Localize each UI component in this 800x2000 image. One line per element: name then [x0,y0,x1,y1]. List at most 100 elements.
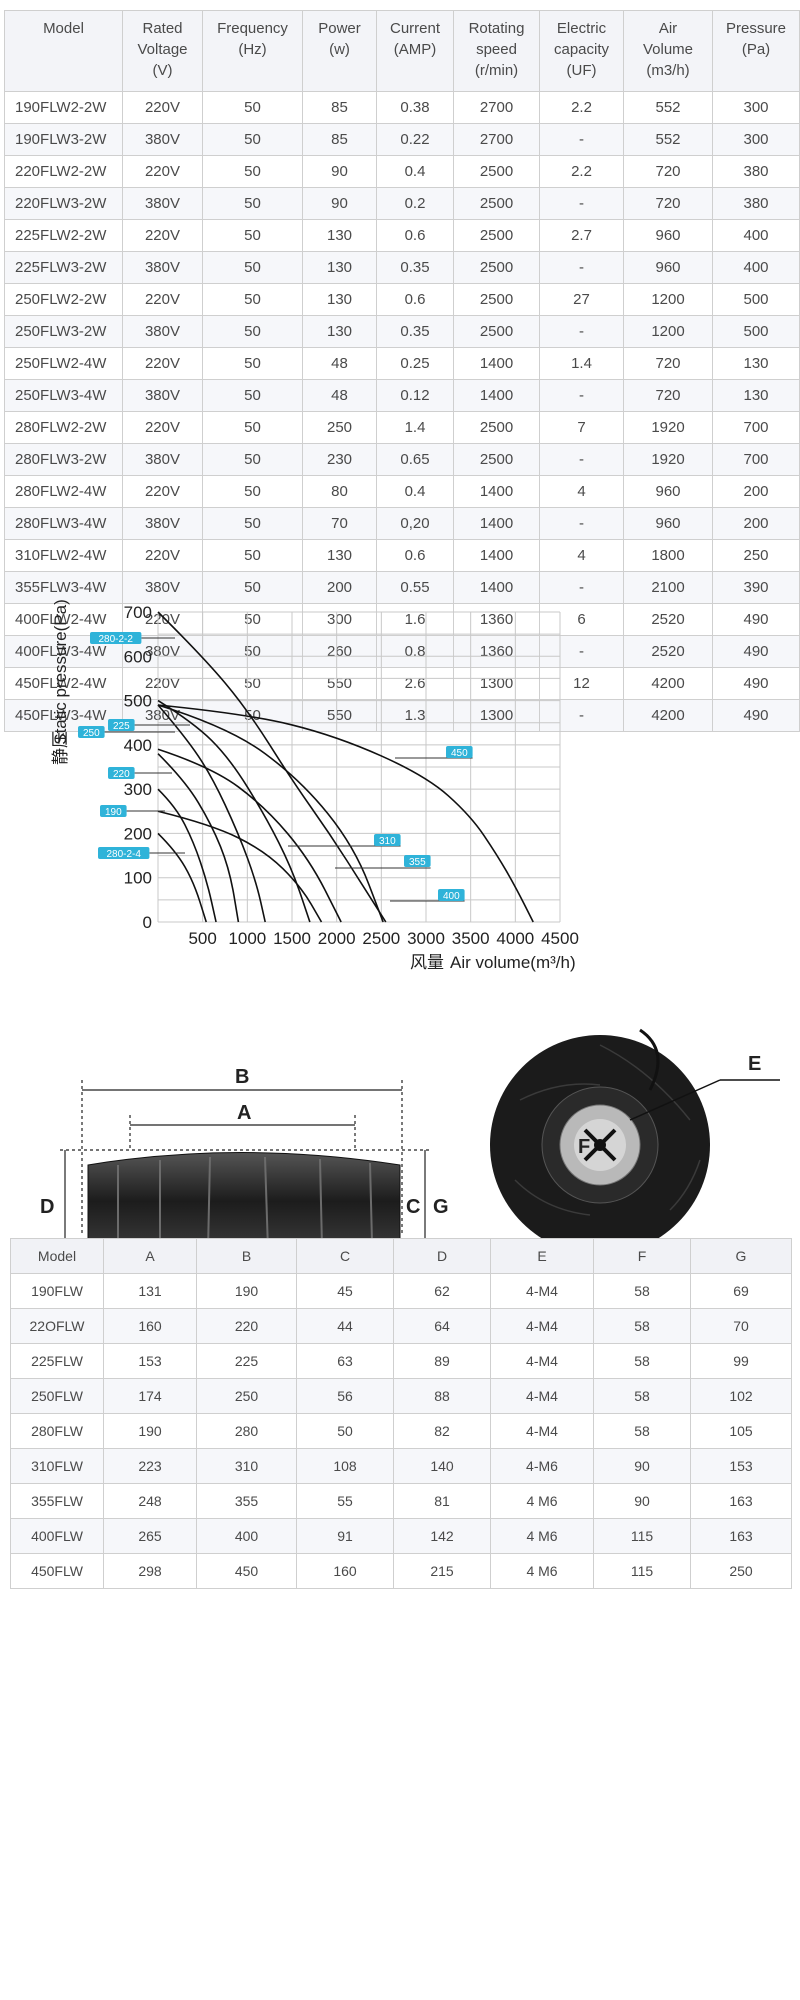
table-cell: 0.4 [376,155,454,188]
table-cell: 58 [593,1308,691,1344]
table-cell: 190FLW3-2W [4,123,123,156]
table-cell: 220V [122,283,203,316]
table-cell: 220V [122,155,203,188]
table-cell: 0.4 [376,475,454,508]
table-cell: 280FLW3-2W [4,443,123,476]
table-cell: 4200 [623,699,713,732]
dim-table-header-cell: E [490,1238,594,1274]
series-label-450: 450 [451,748,468,759]
dim-label-d: D [40,1196,54,1218]
curve-310 [157,810,323,923]
series-label-220: 220 [113,769,130,780]
table-cell: 0.55 [376,571,454,604]
table-cell: 48 [302,347,377,380]
x-tick-label: 3000 [407,929,445,948]
table-cell: - [539,635,624,668]
table-cell: 1800 [623,539,713,572]
table-cell: 50 [202,539,303,572]
curve-355 [157,748,342,923]
table-row: 250FLW2-2W 220V 50 130 0.6 2500 27 1200 500 [4,283,800,316]
table-cell: 490 [712,699,800,732]
table-cell: 1400 [453,475,540,508]
dim-label-a: A [237,1102,251,1124]
table-cell: 27 [539,283,624,316]
table-cell: 720 [623,347,713,380]
dim-table-header-cell: F [593,1238,691,1274]
table-cell: - [539,123,624,156]
table-cell: 45 [296,1273,394,1309]
y-tick-label: 0 [143,913,152,932]
table-cell: - [539,571,624,604]
callout-badge-310 [374,834,401,846]
header-line: (r/min) [474,62,519,79]
dim-label-b: B [235,1066,249,1088]
table-cell: 22OFLW [10,1308,104,1344]
table-cell: 130 [302,315,377,348]
header-line: capacity [553,41,610,58]
table-row: 225FLW2-2W 220V 50 130 0.6 2500 2.7 960 400 [4,219,800,252]
table-cell: 250 [302,411,377,444]
header-line: (UF) [566,62,597,79]
header-line: speed [476,41,517,58]
header-line: (m3/h) [646,62,690,79]
curve-225 [157,704,266,923]
table-cell: 220V [122,667,203,700]
x-tick-label: 2500 [362,929,400,948]
table-cell: 163 [690,1518,792,1554]
table-cell: 50 [202,475,303,508]
table-cell: 50 [202,315,303,348]
table-cell: 250 [712,539,800,572]
table-cell: 91 [296,1518,394,1554]
table-cell: - [539,187,624,220]
table-cell: 1400 [453,347,540,380]
y-axis-label-zh: 静压 [51,731,70,765]
fan-front-view-figure: E F [490,1028,780,1255]
table-row: 250FLW3-4W 380V 50 48 0.12 1400-720 130 [4,379,800,412]
table-cell: 50 [202,91,303,124]
table-cell: 142 [393,1518,491,1554]
table-row: 355FLW3-4W 380V 50 200 0.55 1400-2100 390 [4,571,800,604]
table-cell: 85 [302,123,377,156]
table-cell: 2500 [453,443,540,476]
table-cell: 63 [296,1343,394,1379]
table-cell: 552 [623,123,713,156]
table-cell: 2100 [623,571,713,604]
table-cell: 550 [302,699,377,732]
table-cell: 500 [712,315,800,348]
table-cell: 200 [712,475,800,508]
y-tick-label: 400 [124,736,152,755]
x-tick-label: 1500 [273,929,311,948]
table-cell: 4-M4 [490,1273,594,1309]
table-cell: 250 [196,1378,297,1414]
series-label-310: 310 [379,836,396,847]
table-cell: 225FLW2-2W [4,219,123,252]
table-row: 190FLW3-2W 380V 50 85 0.22 2700-552 300 [4,123,800,156]
header-line: Voltage [137,41,188,58]
table-cell: 225FLW3-2W [4,251,123,284]
table-cell: 220V [122,411,203,444]
table-cell: 280FLW2-4W [4,475,123,508]
table-cell: 700 [712,411,800,444]
header-line: Electric [556,20,607,37]
y-tick-label: 100 [124,869,152,888]
x-tick-label: 3500 [452,929,490,948]
table-cell: 50 [202,411,303,444]
table-cell: 50 [202,635,303,668]
table-cell: 2500 [453,219,540,252]
table-cell: 0.8 [376,635,454,668]
header-line: Air [658,20,678,37]
y-axis-label: Static pressure(Pa) [51,599,70,745]
chart-grid [157,611,561,923]
x-axis-label: Air volume(m³/h) [450,953,576,972]
table-row: 250FLW3-2W 380V 50 130 0.35 2500-1200 500 [4,315,800,348]
table-cell: 4-M4 [490,1308,594,1344]
table-cell: 50 [202,507,303,540]
table-row: 400FLW3-4W 380V 50 260 0.8 1360-2520 490 [4,635,800,668]
header-line: (w) [329,41,350,58]
dim-table-header-cell: C [296,1238,394,1274]
table-cell: 450 [196,1553,297,1589]
table-cell: 0.35 [376,315,454,348]
x-tick-label: 4500 [541,929,579,948]
table-cell: 0.65 [376,443,454,476]
table-cell: 280FLW2-2W [4,411,123,444]
